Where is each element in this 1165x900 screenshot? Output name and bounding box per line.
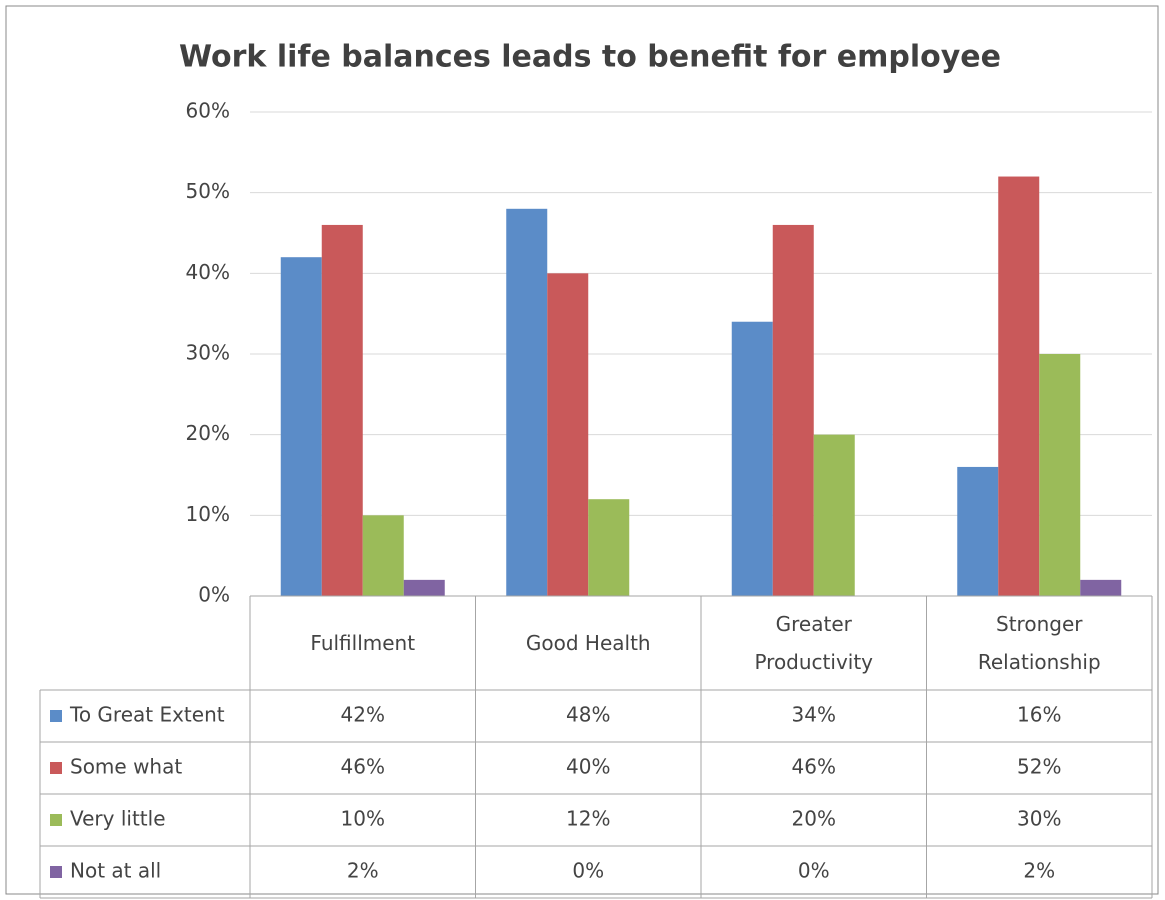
y-tick-label: 60% [186,99,230,123]
category-cell: Stronger Relationship [927,596,1153,690]
category-cell-box: Greater Productivity [701,596,927,690]
legend-label: Not at all [70,859,161,883]
category-cell: Fulfillment [250,596,476,690]
bar [731,321,773,596]
bar [403,579,445,596]
y-tick-label: 0% [198,583,230,607]
table-value: 52% [1017,755,1061,779]
bar [588,499,630,596]
table-value: 16% [1017,703,1061,727]
bar [547,273,589,596]
table-value: 30% [1017,807,1061,831]
legend-key [50,866,62,878]
table-value: 40% [566,755,610,779]
table-value: 46% [792,755,836,779]
category-cell-box: Fulfillment [250,596,476,690]
table-value: 2% [1023,859,1055,883]
bar [280,257,322,596]
bar [321,224,363,596]
bar [1039,354,1081,596]
legend-label: To Great Extent [69,703,225,727]
table-value: 0% [798,859,830,883]
table-value: 46% [341,755,385,779]
category-cell-box: Good Health [476,596,702,690]
x-tick-label: Greater Productivity [754,612,874,674]
x-tick-label: Fulfillment [310,631,416,655]
x-tick-label: Good Health [525,631,651,655]
category-cell-box: Stronger Relationship [927,596,1153,690]
bar [362,515,404,596]
y-tick-label: 10% [186,502,230,526]
bar [772,224,814,596]
table-value: 42% [341,703,385,727]
x-tick-label: Stronger Relationship [977,612,1101,674]
table-value: 0% [572,859,604,883]
bar [506,208,548,597]
y-tick-label: 20% [186,421,230,445]
bar [1080,579,1122,596]
table-value: 34% [792,703,836,727]
y-tick-label: 50% [186,179,230,203]
table-value: 48% [566,703,610,727]
table-value: 12% [566,807,610,831]
legend-label: Some what [70,755,182,779]
category-cell: Good Health [476,596,702,690]
bar [813,434,855,596]
table-value: 2% [347,859,379,883]
table-value: 10% [341,807,385,831]
legend-key [50,710,62,722]
legend-key [50,814,62,826]
bar [957,466,999,596]
bar [998,176,1040,597]
legend-key [50,762,62,774]
chart-title: Work life balances leads to benefit for … [179,40,1001,75]
y-tick-label: 40% [186,260,230,284]
legend-label: Very little [70,807,166,831]
category-cell: Greater Productivity [701,596,927,690]
y-tick-label: 30% [186,341,230,365]
table-value: 20% [792,807,836,831]
